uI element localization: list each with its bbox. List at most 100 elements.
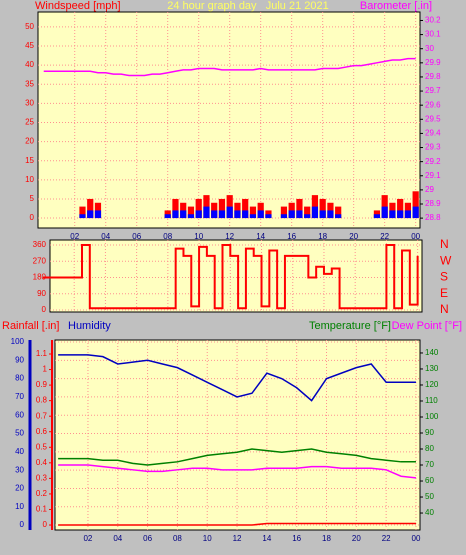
wind-bar: [195, 210, 202, 219]
rain-tick-label: 0.3: [36, 473, 48, 482]
y-tick-label: 360: [33, 240, 47, 249]
wind-bar: [226, 206, 233, 219]
series-line: [42, 244, 419, 310]
x-tick-label: 18: [318, 232, 327, 241]
x-tick-label: 06: [143, 534, 152, 543]
y2-tick-label: 30: [425, 44, 434, 53]
series-line: [58, 354, 416, 402]
y2-tick-label: 29.5: [425, 114, 441, 123]
wind-bar: [304, 214, 311, 219]
y-tick-label: 270: [33, 256, 47, 265]
wind-bar: [389, 210, 396, 219]
y2-tick-label: 80: [425, 444, 434, 453]
y-tick-label: 25: [25, 118, 34, 127]
y2-tick-label: 60: [425, 476, 434, 485]
y-tick-label: 40: [25, 60, 34, 69]
y-tick-label: 0: [42, 305, 47, 314]
x-tick-label: 16: [292, 534, 301, 543]
x-tick-label: 20: [352, 534, 361, 543]
wind-bar: [280, 214, 288, 219]
wind-bar: [195, 198, 202, 219]
wind-bar: [87, 198, 94, 219]
rainfall-label: Rainfall [.in]: [2, 320, 59, 332]
wind-bar: [311, 206, 319, 219]
rain-tick-label: 0.6: [36, 427, 48, 436]
direction-label: S: [440, 270, 448, 284]
wind-bar: [218, 210, 226, 219]
y2-tick-label: 29: [425, 185, 434, 194]
wind-bar: [87, 210, 94, 219]
y2-tick-label: 29.3: [425, 143, 441, 152]
y-tick-label: 60: [15, 410, 24, 419]
y-tick-label: 10: [15, 502, 24, 511]
y2-tick-label: 29.8: [425, 72, 441, 81]
wind-bar: [404, 210, 412, 219]
y-tick-label: 50: [15, 429, 24, 438]
x-tick-label: 14: [262, 534, 271, 543]
y2-tick-label: 29.9: [425, 58, 441, 67]
y2-tick-label: 30.1: [425, 30, 441, 39]
x-tick-label: 04: [101, 232, 110, 241]
y-tick-label: 20: [15, 484, 24, 493]
x-tick-label: 10: [203, 534, 212, 543]
wind-bar: [412, 191, 419, 219]
y2-tick-label: 110: [425, 396, 438, 405]
wind-bar: [296, 210, 303, 219]
x-tick-label: 04: [113, 534, 122, 543]
rain-tick-label: 0.2: [36, 489, 48, 498]
x-tick-label: 00: [411, 232, 420, 241]
wind-bar: [412, 206, 419, 219]
y-tick-label: 180: [33, 273, 47, 282]
y-tick-label: 30: [15, 465, 24, 474]
wind-bar: [79, 206, 86, 219]
x-tick-label: 08: [173, 534, 182, 543]
x-tick-label: 12: [233, 534, 242, 543]
y-tick-label: 45: [25, 41, 34, 50]
x-tick-label: 14: [256, 232, 265, 241]
wind-bar: [397, 210, 404, 219]
x-tick-label: 18: [322, 534, 331, 543]
wind-bar: [373, 214, 381, 219]
series-line: [58, 522, 416, 526]
y-tick-label: 80: [15, 374, 24, 383]
wind-bar: [180, 210, 187, 219]
x-tick-label: 22: [380, 232, 389, 241]
rain-tick-label: 0.1: [36, 505, 48, 514]
wind-bar: [397, 198, 404, 219]
y-tick-label: 100: [11, 337, 25, 346]
rain-tick-label: 0: [43, 520, 48, 529]
wind-bar: [280, 206, 288, 219]
direction-label: N: [440, 302, 449, 316]
y-tick-label: 50: [25, 22, 34, 31]
y2-tick-label: 28.8: [425, 213, 441, 222]
y2-tick-label: 30.2: [425, 16, 441, 25]
wind-bar: [249, 214, 257, 219]
x-tick-label: 02: [70, 232, 79, 241]
wind-bar: [335, 214, 342, 219]
wind-bar: [187, 206, 195, 219]
temperature-label: Temperature [°F]: [309, 320, 391, 332]
series-line: [58, 448, 416, 466]
plot-area: [54, 339, 421, 531]
y-tick-label: 35: [25, 79, 34, 88]
y-tick-label: 90: [37, 289, 46, 298]
x-tick-label: 00: [412, 534, 421, 543]
x-tick-label: 12: [225, 232, 234, 241]
x-tick-label: 08: [163, 232, 172, 241]
wind-bar: [187, 214, 195, 219]
x-tick-label: 02: [83, 534, 92, 543]
wind-bar: [335, 206, 342, 219]
y2-tick-label: 70: [425, 460, 434, 469]
wind-bar: [164, 214, 171, 219]
wind-bar: [172, 198, 179, 219]
barometer-label: Barometer [.in]: [360, 0, 432, 12]
wind-bar: [203, 206, 210, 219]
rain-tick-label: 0.4: [36, 458, 48, 467]
wind-bar: [304, 206, 311, 219]
y2-tick-label: 100: [425, 412, 439, 421]
dew-point-label: Dew Point [°F]: [392, 320, 462, 332]
wind-bar: [373, 210, 381, 219]
y-tick-label: 20: [25, 137, 34, 146]
wind-bar: [242, 198, 249, 219]
